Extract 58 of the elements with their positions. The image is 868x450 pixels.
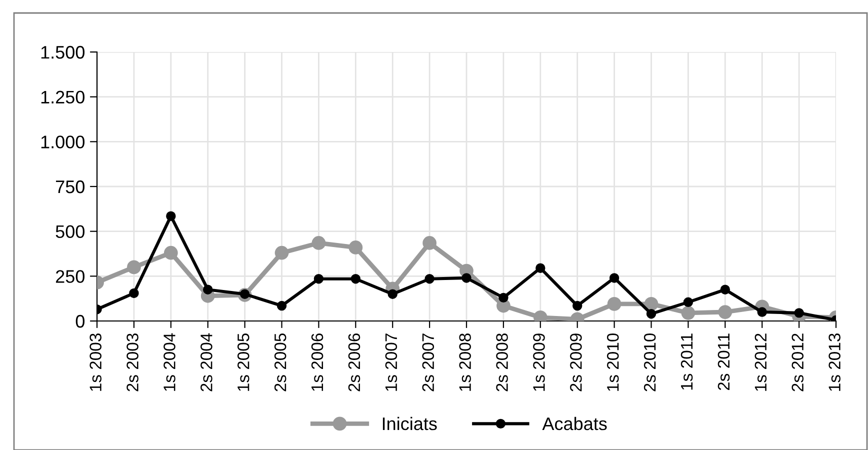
point	[536, 263, 546, 273]
legend-label: Acabats	[542, 416, 607, 430]
point	[794, 308, 804, 318]
point	[646, 308, 656, 319]
x-tick-label: 1s 2009	[533, 334, 545, 391]
x-tick-label: 2s 2011	[718, 334, 730, 390]
x-tick-label: 2s 2008	[496, 334, 508, 392]
point	[607, 297, 622, 311]
point	[422, 236, 436, 250]
point	[683, 297, 694, 308]
point	[718, 305, 732, 319]
point	[350, 274, 361, 284]
x-tick-label: 1s 2004	[164, 333, 176, 391]
point	[312, 236, 326, 250]
legend-label: Iniciats	[382, 416, 437, 430]
point	[644, 297, 658, 311]
x-tick-label: 1s 2003	[90, 334, 102, 391]
x-tick-label: 1s 2013	[828, 334, 840, 391]
point	[720, 284, 730, 294]
point	[314, 274, 324, 284]
y-tick-label: 750	[56, 180, 84, 194]
x-tick-label: 1s 2010	[606, 333, 619, 391]
y-tick-label: 1.250	[41, 90, 84, 104]
point	[164, 246, 178, 260]
x-tick-label: 1s 2012	[754, 334, 767, 391]
x-tick-label: 2s 2007	[422, 334, 434, 392]
point	[166, 211, 176, 221]
y-tick-label: 1.000	[41, 136, 84, 148]
x-tick-label: 2s 2006	[348, 334, 360, 392]
point	[424, 274, 434, 284]
point	[129, 288, 139, 298]
x-tick-label: 1s 2007	[385, 334, 398, 391]
point	[609, 273, 620, 283]
point	[274, 246, 289, 260]
point	[202, 284, 213, 294]
point	[348, 240, 363, 254]
point	[462, 273, 472, 283]
x-tick-label: 2s 2004	[200, 333, 212, 392]
y-tick-label: 0	[76, 314, 84, 328]
x-tick-label: 1s 2008	[459, 334, 471, 391]
x-tick-label: 1s 2011	[680, 334, 693, 390]
point	[572, 300, 582, 311]
y-tick-label: 500	[56, 225, 84, 238]
point	[681, 306, 696, 320]
point	[127, 260, 141, 274]
x-tick-label: 1s 2005	[237, 334, 250, 391]
point	[498, 292, 508, 303]
x-tick-label: 1s 2006	[311, 334, 324, 391]
x-tick-label: 2s 2012	[792, 334, 804, 392]
y-tick-label: 250	[56, 270, 84, 283]
point	[276, 300, 287, 311]
x-tick-label: 2s 2009	[570, 334, 582, 392]
point	[388, 289, 398, 299]
x-tick-label: 2s 2010	[644, 333, 656, 392]
y-tick-label: 1.500	[41, 46, 84, 59]
x-tick-label: 2s 2005	[274, 334, 286, 392]
point	[757, 307, 767, 317]
x-tick-label: 2s 2003	[126, 334, 138, 392]
